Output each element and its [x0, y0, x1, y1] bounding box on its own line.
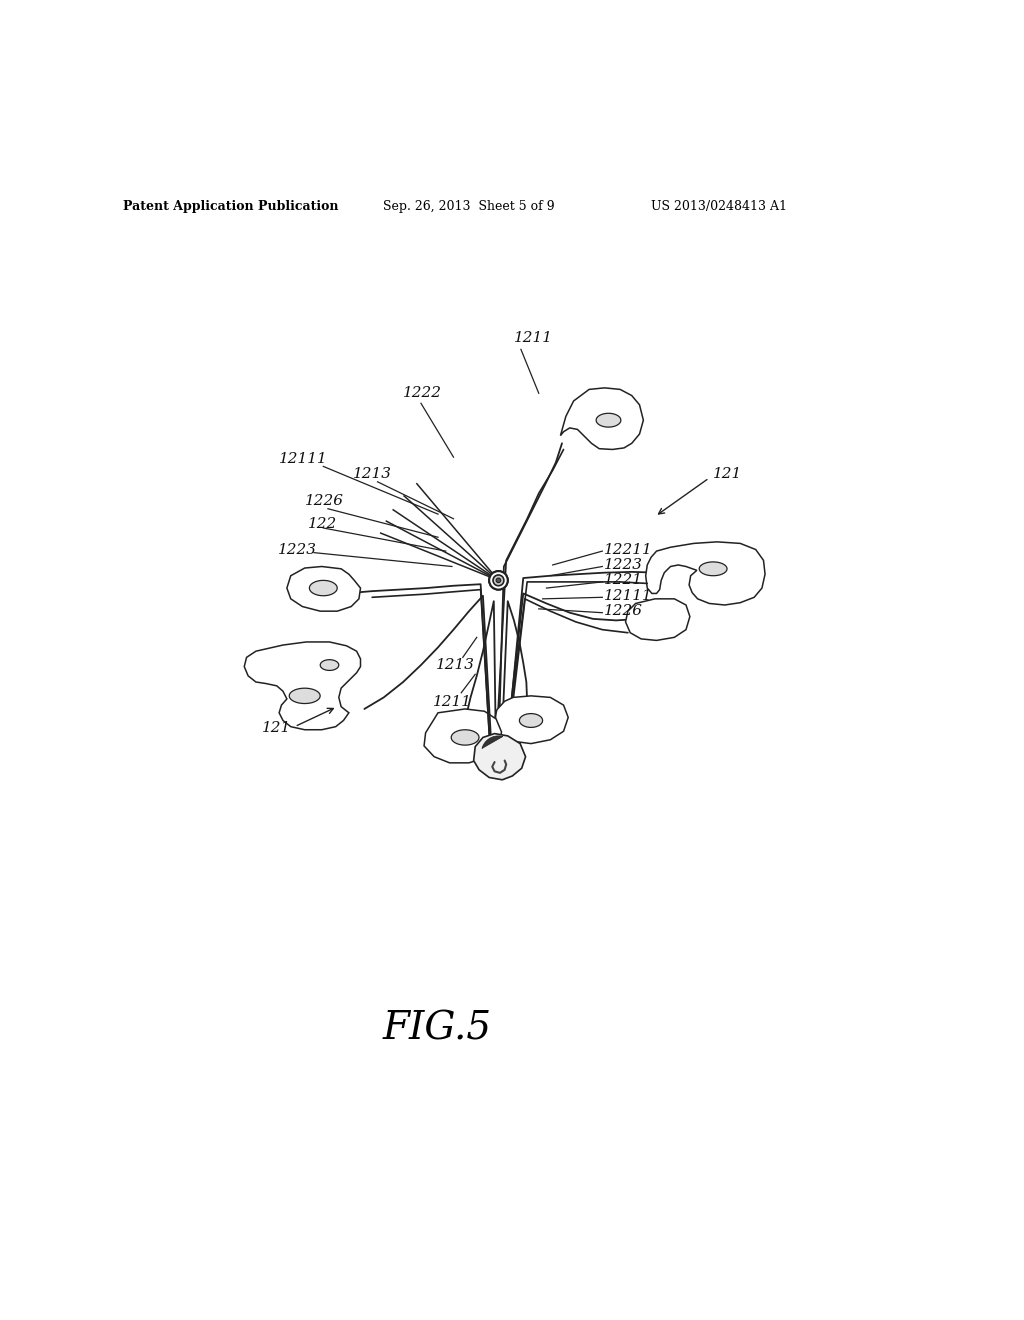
Text: FIG.5: FIG.5 — [383, 1010, 493, 1047]
Polygon shape — [482, 737, 503, 748]
Polygon shape — [699, 562, 727, 576]
Text: 1213: 1213 — [352, 467, 392, 480]
Circle shape — [496, 578, 501, 582]
Text: 12211: 12211 — [604, 543, 652, 557]
Polygon shape — [290, 688, 321, 704]
Text: 1223: 1223 — [278, 543, 316, 557]
Text: Patent Application Publication: Patent Application Publication — [124, 199, 339, 213]
Circle shape — [493, 576, 504, 586]
Text: Sep. 26, 2013  Sheet 5 of 9: Sep. 26, 2013 Sheet 5 of 9 — [383, 199, 555, 213]
Polygon shape — [452, 730, 479, 744]
Circle shape — [496, 578, 501, 582]
Circle shape — [493, 576, 504, 586]
Text: 1213: 1213 — [435, 659, 474, 672]
Text: 12111: 12111 — [604, 589, 652, 603]
Text: 1226: 1226 — [305, 494, 344, 508]
Text: 1211: 1211 — [514, 331, 553, 345]
Circle shape — [489, 572, 508, 590]
Polygon shape — [321, 660, 339, 671]
Text: 121: 121 — [262, 721, 292, 735]
Text: 122: 122 — [308, 517, 337, 531]
Text: US 2013/0248413 A1: US 2013/0248413 A1 — [651, 199, 787, 213]
Polygon shape — [560, 388, 643, 449]
Text: 1222: 1222 — [403, 387, 442, 400]
Polygon shape — [626, 599, 690, 640]
Polygon shape — [519, 714, 543, 727]
Text: 1223: 1223 — [604, 558, 643, 572]
Polygon shape — [596, 413, 621, 428]
Text: 1226: 1226 — [604, 605, 643, 618]
Text: 12111: 12111 — [280, 451, 328, 466]
Polygon shape — [646, 543, 765, 605]
Circle shape — [489, 572, 508, 590]
Text: 1211: 1211 — [432, 696, 471, 709]
Polygon shape — [494, 696, 568, 743]
Text: 121: 121 — [713, 467, 742, 480]
Polygon shape — [474, 734, 525, 780]
Polygon shape — [309, 581, 337, 595]
Polygon shape — [287, 566, 360, 611]
Polygon shape — [245, 642, 360, 730]
Text: 1221: 1221 — [604, 573, 643, 587]
Polygon shape — [424, 709, 502, 763]
